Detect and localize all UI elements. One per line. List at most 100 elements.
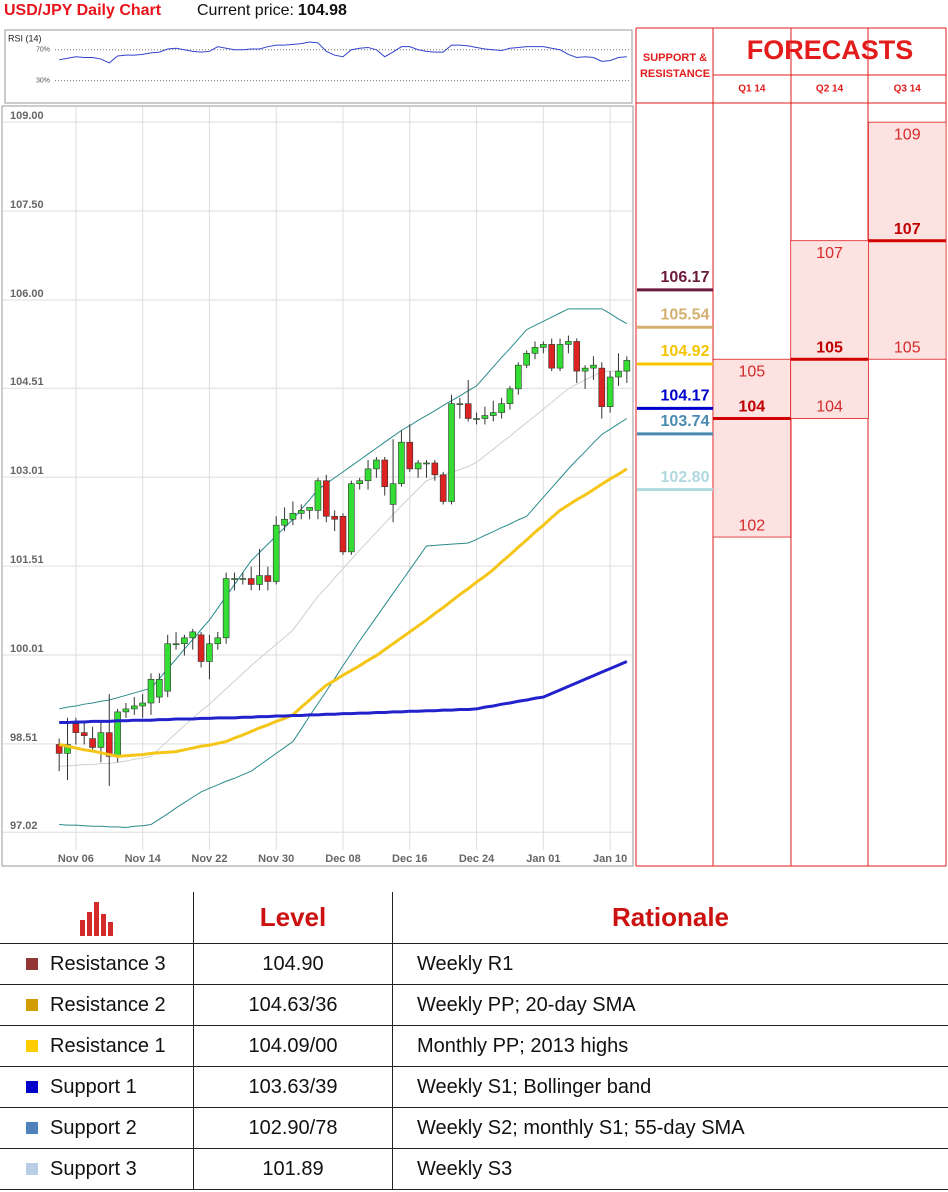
row-level: 104.63/36 [193,984,393,1026]
rsi-tick-label: 30% [36,78,50,85]
row-rationale: Weekly S2; monthly S1; 55-day SMA [392,1107,948,1149]
quarter-label: Q1 14 [738,84,766,95]
row-name-cell: Support 1 [0,1066,194,1108]
candle-body [247,578,255,585]
row-name-cell: Support 2 [0,1107,194,1149]
candle-body [297,510,305,514]
candle-body [289,513,297,520]
candle-body [364,468,372,482]
row-rationale: Weekly S3 [392,1148,948,1190]
candle-body [306,507,313,511]
x-tick-label: Nov 06 [58,853,94,865]
candle-body [256,575,263,585]
row-swatch [26,999,38,1012]
candle-body [456,403,464,405]
table-header: Level Rationale [0,892,948,944]
x-tick-label: Dec 08 [325,853,360,865]
candle-body [423,462,430,465]
x-tick-label: Dec 16 [392,853,427,865]
candle-body [398,441,405,485]
rsi-tick-label: 70% [36,47,50,54]
candle-body [565,341,572,345]
forecast-high: 105 [738,363,765,380]
candle-body [523,353,530,366]
candle-body [615,370,622,378]
row-name: Support 3 [50,1157,137,1180]
forecast-range [712,358,792,538]
row-rationale: Monthly PP; 2013 highs [392,1025,948,1067]
x-tick-label: Nov 14 [125,853,162,865]
y-tick-label: 100.01 [10,643,44,655]
row-rationale: Weekly PP; 20-day SMA [392,984,948,1026]
table-row: Resistance 2 104.63/36 Weekly PP; 20-day S… [0,984,948,1026]
row-swatch [26,1081,38,1094]
table-row: Resistance 1 104.09/00 Monthly PP; 2013 hi… [0,1025,948,1067]
candle-body [239,578,247,580]
candle-body [114,711,121,757]
row-level: 101.89 [193,1148,393,1190]
row-level: 104.09/00 [193,1025,393,1067]
candle-body [439,474,447,502]
header-level: Level [193,892,393,944]
candle-body [64,744,71,754]
header-icon [0,892,194,944]
candle-body [105,732,113,757]
row-name-cell: Resistance 1 [0,1025,194,1067]
forecast-high: 109 [894,126,921,143]
candle-body [573,341,581,372]
candle-body [264,575,272,582]
candle-body [590,364,597,369]
table-row: Resistance 3 104.90 Weekly R1 [0,943,948,985]
forecast-target-label: 105 [816,339,843,356]
x-tick-label: Dec 24 [459,853,495,865]
candle-body [489,412,497,416]
sr-level-label: 104.17 [661,388,710,405]
candle-body [414,462,422,470]
table-body: Resistance 3 104.90 Weekly R1 Resistance 2 1… [0,943,948,1190]
row-level: 102.90/78 [193,1107,393,1149]
row-swatch [26,958,38,971]
candle-body [156,678,163,698]
y-tick-label: 106.00 [10,288,44,300]
row-name: Resistance 3 [50,952,166,975]
candle-body [231,578,238,580]
row-level: 103.63/39 [193,1066,393,1108]
candle-body [356,480,363,485]
candle-body [581,367,589,372]
forecast-high: 107 [816,245,843,262]
candle-body [122,708,130,713]
candle-body [80,732,88,736]
row-swatch [26,1163,38,1176]
row-swatch [26,1122,38,1135]
x-tick-label: Jan 01 [526,853,560,865]
candle-body [323,480,330,517]
candle-body [598,367,606,407]
candle-body [89,738,96,748]
candle-body [540,344,547,348]
chart-area: FORECASTS 109.00 107.50 106.00 104.51 103.01… [1,27,947,867]
header-rationale: Rationale [392,892,948,944]
y-tick-label: 97.02 [10,820,38,832]
y-tick-label: 107.50 [10,199,44,211]
candle-body [206,643,213,662]
table-row: Support 3 101.89 Weekly S3 [0,1148,948,1190]
candle-body [164,643,171,692]
table-row: Support 1 103.63/39 Weekly S1; Bollinger b… [0,1066,948,1108]
row-name: Support 2 [50,1116,137,1139]
overlay-line [59,418,628,828]
x-tick-label: Jan 10 [593,853,627,865]
row-rationale: Weekly R1 [392,943,948,985]
forecast-range [790,240,869,419]
x-tick-label: Nov 22 [191,853,227,865]
candle-body [222,578,230,639]
forecasts-title: FORECASTS [747,35,914,65]
sr-title: SUPPORT & RESISTANCE [639,52,711,80]
row-name-cell: Resistance 3 [0,943,194,985]
levels-table: Level Rationale Resistance 3 104.90 Weekly… [0,892,948,1190]
candle-body [464,403,472,419]
y-tick-label: 104.51 [10,376,44,388]
candle-body [97,732,105,748]
candle-body [181,637,188,645]
row-level: 104.90 [193,943,393,985]
